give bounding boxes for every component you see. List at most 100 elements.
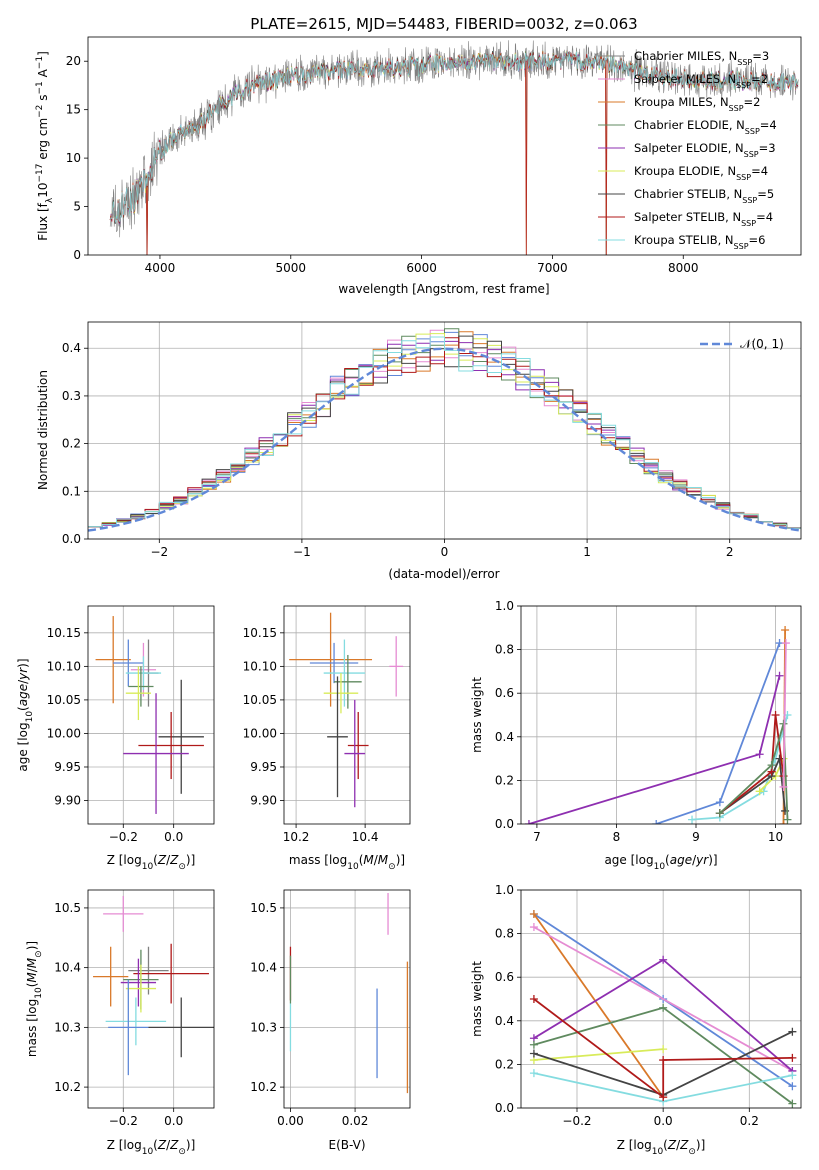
x-tick-label: 0.0 [164, 830, 183, 844]
plot-area [88, 328, 801, 532]
x-tick-label: 10.4 [352, 830, 379, 844]
errorbar-point [158, 679, 204, 794]
x-tick-label: 7 [533, 830, 541, 844]
y-axis-label: Flux [fλ10−17 erg cm−2 s−1 A−1] [35, 51, 55, 241]
series [529, 909, 668, 1102]
data-point-marker [771, 711, 780, 719]
series-line [719, 723, 789, 820]
legend-label: Salpeter ELODIE, NSSP=3 [634, 141, 776, 159]
x-axis-label: Z [log10(Z/Z⊙)] [617, 1138, 706, 1157]
y-axis-label: mass weight [470, 961, 484, 1037]
x-tick-label: 0.02 [342, 1114, 369, 1128]
y-tick-label: 0.2 [495, 1057, 514, 1071]
panel-mass_vs_Z: −0.2 0.0 10.2 10.3 10.4 10.5 Z [log10(Z/Z⊙)] ma… [25, 889, 215, 1157]
spectrum-legend: Chabrier MILES, NSSP=3 Salpeter MILES, NS… [598, 49, 777, 251]
data-point-marker [779, 820, 788, 824]
errorbar-point [125, 666, 151, 721]
errorbar-point [103, 895, 144, 932]
data-point-marker [659, 1003, 668, 1012]
series-line [533, 913, 664, 1098]
series [779, 639, 790, 791]
data-point-marker [529, 1049, 538, 1058]
y-tick-label: 10.05 [47, 693, 81, 707]
data-point-marker [779, 719, 788, 728]
y-tick-label: 9.95 [54, 760, 81, 774]
y-tick-label: 10.10 [47, 659, 81, 673]
y-tick-label: 0.6 [495, 970, 514, 984]
x-tick-label: 1 [583, 545, 591, 559]
y-tick-label: 0.0 [62, 532, 81, 546]
errorbar-point [347, 711, 369, 780]
axes-frame [283, 889, 411, 1109]
x-tick-label: −0.2 [109, 1114, 138, 1128]
y-tick-label: 10.4 [250, 961, 277, 975]
series-line [782, 643, 787, 787]
series-line [533, 998, 793, 1099]
y-tick-label: 10.2 [54, 1080, 81, 1094]
axes-frame [520, 605, 802, 825]
y-tick-label: 10.5 [54, 901, 81, 915]
errorbar-point [105, 997, 167, 1046]
data-point-marker [529, 1069, 538, 1078]
data-point-marker [779, 782, 788, 791]
x-tick-label: 4000 [145, 261, 176, 275]
data-point-marker [781, 639, 790, 648]
errorbar-point [323, 673, 359, 714]
plot-area [93, 895, 214, 1076]
panel-residuals: −2 −1 0 1 2 0.0 0.1 0.2 0.3 0.4 𝒩(0, 1) (data-model… [36, 321, 802, 581]
data-point-marker [659, 1056, 668, 1065]
errorbar-point [133, 943, 209, 1004]
x-tick-label: −0.2 [562, 1114, 591, 1128]
x-axis-label: (data-model)/error [388, 567, 499, 581]
legend-label: Kroupa MILES, NSSP=2 [634, 95, 760, 113]
axes-frame [87, 889, 215, 1109]
y-tick-label: 0.8 [495, 927, 514, 941]
data-point-marker [775, 754, 784, 763]
data-point-marker [688, 815, 697, 824]
y-tick-label: 0.1 [62, 484, 81, 498]
errorbar-point [95, 616, 131, 704]
data-point-marker [755, 750, 764, 759]
data-point-marker [659, 1045, 668, 1054]
data-point-marker [529, 995, 538, 1003]
x-tick-label: 0.0 [654, 1114, 673, 1128]
x-tick-label: 0.2 [740, 1114, 759, 1128]
series [529, 995, 797, 1102]
series [529, 955, 797, 1075]
x-tick-label: −0.2 [109, 830, 138, 844]
x-tick-label: 2 [726, 545, 734, 559]
plot-area [289, 612, 404, 808]
x-tick-label: 5000 [276, 261, 307, 275]
data-point-marker [783, 815, 792, 824]
y-axis-label: mass weight [470, 677, 484, 753]
legend-label: Chabrier MILES, NSSP=3 [634, 49, 769, 67]
y-tick-label: 10.5 [250, 901, 277, 915]
y-tick-label: 10.3 [54, 1020, 81, 1034]
data-point-marker [788, 1027, 797, 1036]
y-tick-label: 10.05 [243, 693, 277, 707]
y-tick-label: 15 [66, 103, 81, 117]
data-point-marker [781, 625, 790, 634]
legend-label: Chabrier STELIB, NSSP=5 [634, 187, 774, 205]
y-tick-label: 0.8 [495, 643, 514, 657]
data-point-marker [715, 809, 724, 818]
panel-weight_vs_Z: −0.2 0.0 0.2 0.0 0.2 0.4 0.6 0.8 1.0 Z [log10(Z/Z… [470, 883, 802, 1157]
series-line [533, 926, 793, 1072]
data-point-marker [715, 798, 724, 807]
x-tick-label: 10 [768, 830, 783, 844]
y-tick-label: 20 [66, 54, 81, 68]
plot-area [529, 909, 797, 1108]
data-point-marker [529, 1040, 538, 1049]
y-tick-label: 0.0 [495, 817, 514, 831]
x-axis-label: mass [log10(M/M⊙)] [289, 853, 405, 872]
y-tick-label: 0.4 [495, 1014, 514, 1028]
errorbar-point [148, 997, 214, 1058]
series-line [719, 714, 785, 814]
errorbar-point [334, 654, 362, 709]
legend-label: 𝒩(0, 1) [740, 337, 784, 351]
data-point-marker [788, 1053, 797, 1062]
errorbar-point [289, 612, 373, 707]
series-line [533, 1048, 664, 1061]
plot-area [289, 892, 409, 1094]
data-point-marker [659, 1093, 668, 1102]
